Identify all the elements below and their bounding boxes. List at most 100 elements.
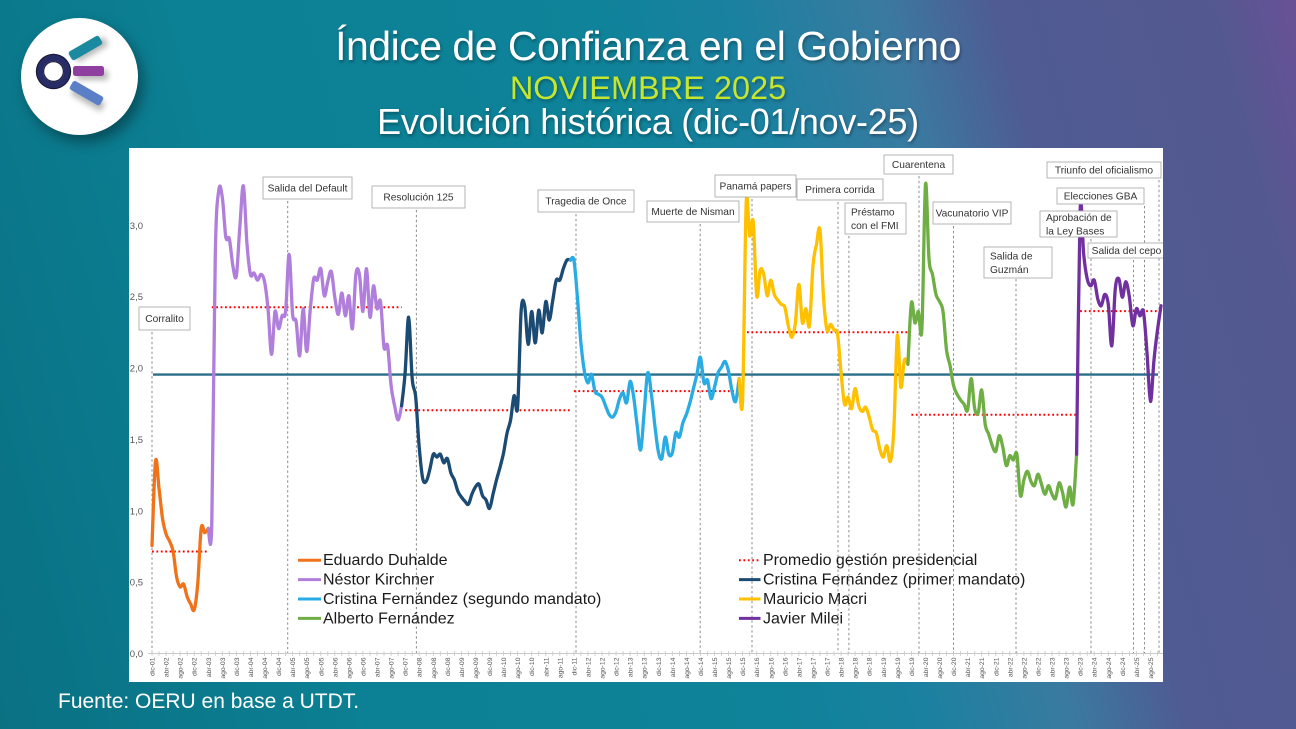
svg-text:dic-01: dic-01 bbox=[150, 657, 157, 676]
svg-text:dic-10: dic-10 bbox=[529, 657, 536, 676]
svg-text:0,0: 0,0 bbox=[130, 649, 143, 660]
svg-text:abr-09: abr-09 bbox=[459, 657, 466, 677]
svg-text:Néstor Kirchner: Néstor Kirchner bbox=[323, 572, 435, 589]
svg-text:ago-03: ago-03 bbox=[220, 657, 227, 678]
svg-text:Salida de: Salida de bbox=[990, 252, 1033, 263]
svg-text:dic-05: dic-05 bbox=[318, 657, 325, 676]
svg-text:abr-25: abr-25 bbox=[1134, 657, 1141, 677]
svg-text:dic-17: dic-17 bbox=[825, 657, 832, 676]
svg-text:dic-19: dic-19 bbox=[909, 657, 916, 676]
svg-text:ago-25: ago-25 bbox=[1148, 657, 1155, 678]
svg-text:abr-21: abr-21 bbox=[965, 657, 972, 677]
svg-text:1,5: 1,5 bbox=[130, 435, 143, 446]
svg-text:Alberto Fernández: Alberto Fernández bbox=[323, 610, 455, 627]
svg-text:Elecciones GBA: Elecciones GBA bbox=[1064, 192, 1138, 203]
svg-text:abr-11: abr-11 bbox=[543, 657, 550, 676]
svg-text:ago-22: ago-22 bbox=[1021, 657, 1028, 678]
svg-text:Guzmán: Guzmán bbox=[990, 265, 1029, 276]
svg-text:abr-10: abr-10 bbox=[501, 657, 508, 677]
svg-text:abr-03: abr-03 bbox=[206, 657, 213, 677]
svg-text:dic-02: dic-02 bbox=[192, 657, 199, 676]
svg-text:abr-02: abr-02 bbox=[164, 657, 171, 677]
svg-text:ago-14: ago-14 bbox=[684, 657, 691, 678]
svg-text:dic-14: dic-14 bbox=[698, 657, 705, 676]
svg-text:Triunfo del oficialismo: Triunfo del oficialismo bbox=[1055, 166, 1153, 177]
svg-text:dic-16: dic-16 bbox=[782, 657, 789, 676]
svg-text:Panamá papers: Panamá papers bbox=[720, 182, 792, 193]
svg-text:Vacunatorio VIP: Vacunatorio VIP bbox=[936, 209, 1009, 220]
svg-text:abr-07: abr-07 bbox=[375, 657, 382, 677]
svg-text:ago-21: ago-21 bbox=[979, 657, 986, 678]
svg-text:dic-21: dic-21 bbox=[993, 657, 1000, 676]
svg-text:Mauricio Macri: Mauricio Macri bbox=[763, 591, 867, 608]
svg-text:ago-15: ago-15 bbox=[726, 657, 733, 678]
svg-text:abr-18: abr-18 bbox=[839, 657, 846, 677]
svg-text:2,0: 2,0 bbox=[130, 364, 143, 375]
svg-text:2,5: 2,5 bbox=[130, 292, 143, 303]
svg-text:abr-08: abr-08 bbox=[417, 657, 424, 677]
svg-text:dic-12: dic-12 bbox=[614, 657, 621, 676]
svg-text:dic-06: dic-06 bbox=[360, 657, 367, 676]
svg-text:dic-23: dic-23 bbox=[1078, 657, 1085, 676]
svg-text:dic-15: dic-15 bbox=[740, 657, 747, 676]
svg-text:Corralito: Corralito bbox=[145, 314, 184, 325]
svg-text:ago-10: ago-10 bbox=[515, 657, 522, 678]
svg-text:dic-09: dic-09 bbox=[487, 657, 494, 676]
svg-text:abr-14: abr-14 bbox=[670, 657, 677, 677]
svg-text:con el FMI: con el FMI bbox=[851, 221, 899, 232]
svg-text:abr-16: abr-16 bbox=[754, 657, 761, 677]
svg-text:dic-04: dic-04 bbox=[276, 657, 283, 676]
svg-text:dic-08: dic-08 bbox=[445, 657, 452, 676]
svg-text:dic-24: dic-24 bbox=[1120, 657, 1127, 676]
svg-text:ago-07: ago-07 bbox=[389, 657, 396, 678]
svg-text:Préstamo: Préstamo bbox=[851, 208, 895, 219]
svg-text:abr-23: abr-23 bbox=[1050, 657, 1057, 677]
svg-text:la Ley Bases: la Ley Bases bbox=[1046, 226, 1104, 237]
svg-text:Promedio gestión presidencial: Promedio gestión presidencial bbox=[763, 552, 977, 569]
svg-text:Resolución 125: Resolución 125 bbox=[383, 193, 454, 204]
svg-text:ago-12: ago-12 bbox=[600, 657, 607, 678]
svg-text:dic-11: dic-11 bbox=[571, 657, 578, 675]
svg-text:dic-07: dic-07 bbox=[403, 657, 410, 676]
svg-text:dic-03: dic-03 bbox=[234, 657, 241, 676]
svg-text:Salida del Default: Salida del Default bbox=[268, 184, 348, 195]
svg-text:dic-18: dic-18 bbox=[867, 657, 874, 676]
svg-text:1,0: 1,0 bbox=[130, 506, 143, 517]
svg-text:Cuarentena: Cuarentena bbox=[892, 160, 946, 171]
svg-text:dic-20: dic-20 bbox=[951, 657, 958, 676]
svg-text:Cristina Fernández (primer man: Cristina Fernández (primer mandato) bbox=[763, 572, 1025, 589]
svg-text:ago-11: ago-11 bbox=[557, 657, 564, 678]
svg-text:ago-13: ago-13 bbox=[642, 657, 649, 678]
svg-text:abr-12: abr-12 bbox=[585, 657, 592, 677]
svg-text:abr-13: abr-13 bbox=[628, 657, 635, 677]
svg-text:ago-18: ago-18 bbox=[853, 657, 860, 678]
svg-text:Cristina Fernández (segundo ma: Cristina Fernández (segundo mandato) bbox=[323, 591, 601, 608]
svg-text:ago-20: ago-20 bbox=[937, 657, 944, 678]
svg-text:Tragedia de Once: Tragedia de Once bbox=[545, 197, 627, 208]
svg-text:abr-24: abr-24 bbox=[1092, 657, 1099, 677]
svg-text:ago-04: ago-04 bbox=[262, 657, 269, 678]
svg-text:ago-06: ago-06 bbox=[346, 657, 353, 678]
svg-text:Salida del cepo: Salida del cepo bbox=[1092, 246, 1162, 257]
svg-text:Eduardo Duhalde: Eduardo Duhalde bbox=[323, 552, 448, 569]
svg-text:abr-05: abr-05 bbox=[290, 657, 297, 677]
svg-text:abr-04: abr-04 bbox=[248, 657, 255, 677]
svg-text:Javier Milei: Javier Milei bbox=[763, 610, 843, 627]
svg-text:ago-09: ago-09 bbox=[473, 657, 480, 678]
svg-text:ago-08: ago-08 bbox=[431, 657, 438, 678]
svg-text:abr-15: abr-15 bbox=[712, 657, 719, 677]
svg-text:abr-20: abr-20 bbox=[923, 657, 930, 677]
svg-text:ago-24: ago-24 bbox=[1106, 657, 1113, 678]
svg-text:dic-13: dic-13 bbox=[656, 657, 663, 676]
svg-text:ago-02: ago-02 bbox=[178, 657, 185, 678]
svg-text:Muerte de Nisman: Muerte de Nisman bbox=[651, 207, 734, 218]
svg-text:dic-22: dic-22 bbox=[1036, 657, 1043, 676]
svg-text:0,5: 0,5 bbox=[130, 578, 143, 589]
svg-text:Primera corrida: Primera corrida bbox=[805, 185, 875, 196]
svg-text:abr-06: abr-06 bbox=[332, 657, 339, 677]
svg-text:ago-16: ago-16 bbox=[768, 657, 775, 678]
svg-text:ago-05: ago-05 bbox=[304, 657, 311, 678]
svg-text:abr-17: abr-17 bbox=[796, 657, 803, 677]
svg-text:abr-22: abr-22 bbox=[1007, 657, 1014, 677]
svg-text:ago-23: ago-23 bbox=[1064, 657, 1071, 678]
